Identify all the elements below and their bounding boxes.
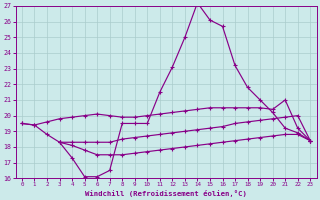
X-axis label: Windchill (Refroidissement éolien,°C): Windchill (Refroidissement éolien,°C) [85, 190, 247, 197]
